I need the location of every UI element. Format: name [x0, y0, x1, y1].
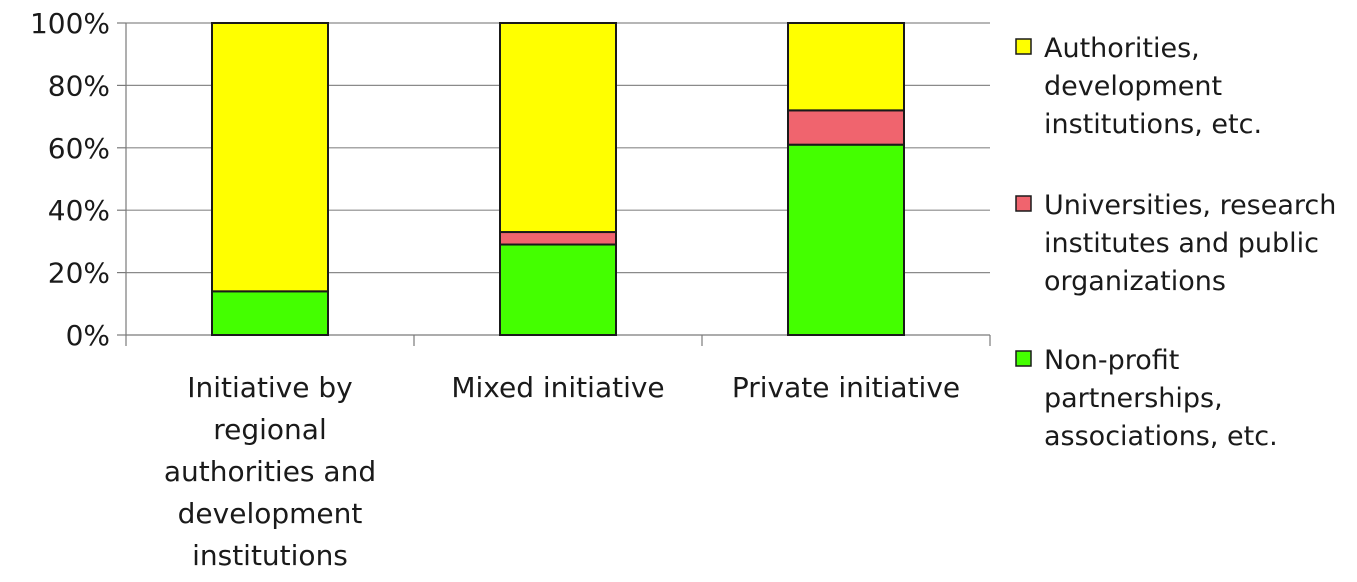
legend-swatch [1015, 38, 1032, 55]
y-tick-label: 100% [30, 7, 110, 40]
x-category-labels: Initiative by regional authorities and deve… [164, 371, 960, 572]
bar-segment [211, 22, 329, 293]
y-tick-label: 40% [48, 194, 110, 227]
bar-segment [499, 231, 617, 246]
x-category-label: Initiative by regional authorities and deve… [164, 371, 376, 572]
y-tick-label: 60% [48, 132, 110, 165]
legend-label: Universities, research institutes and pub… [1044, 190, 1336, 297]
bar-segment [499, 22, 617, 234]
bar-segment [787, 143, 905, 336]
bars [211, 22, 905, 337]
y-tick-label: 0% [66, 319, 110, 352]
x-category-label: Private initiative [732, 371, 960, 404]
legend-swatch [1015, 350, 1032, 367]
y-tick-label: 80% [48, 69, 110, 102]
legend-label: Authorities, development institutions, etc… [1044, 33, 1262, 140]
bar-segment [211, 290, 329, 337]
bar-segment [499, 243, 617, 337]
y-tick-label: 20% [48, 257, 110, 290]
bar-segment [787, 22, 905, 112]
legend: Authorities, development institutions, etc… [1015, 33, 1336, 452]
bar-segment [787, 109, 905, 146]
legend-label: Non-profit partnerships, associations, etc… [1044, 345, 1278, 452]
legend-swatch [1015, 195, 1032, 212]
y-tick-labels: 0% 20% 40% 60% 80% 100% [30, 7, 110, 352]
x-category-label: Mixed initiative [451, 371, 664, 404]
